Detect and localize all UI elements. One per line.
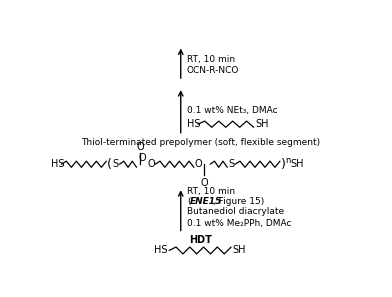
- Text: OCN-R-NCO: OCN-R-NCO: [187, 66, 240, 75]
- Text: HS: HS: [51, 159, 64, 169]
- Text: SH: SH: [255, 119, 269, 129]
- Text: SH: SH: [233, 245, 246, 255]
- Text: HS: HS: [187, 119, 200, 129]
- Text: O: O: [147, 159, 155, 169]
- Text: RT, 10 min: RT, 10 min: [187, 187, 235, 196]
- Text: HS: HS: [154, 245, 167, 255]
- Text: O: O: [138, 154, 146, 163]
- Text: HDT: HDT: [189, 235, 212, 245]
- Text: , Figure 15): , Figure 15): [212, 198, 264, 206]
- Text: O: O: [195, 159, 202, 169]
- Text: (: (: [107, 158, 112, 171]
- Text: 0.1 wt% Me₂PPh, DMAc: 0.1 wt% Me₂PPh, DMAc: [187, 219, 291, 228]
- Text: (: (: [187, 198, 191, 206]
- Text: n: n: [285, 156, 291, 165]
- Text: O: O: [201, 178, 209, 188]
- Text: Thiol-terminated prepolymer (soft, flexible segment): Thiol-terminated prepolymer (soft, flexi…: [81, 138, 321, 147]
- Text: ENE15: ENE15: [190, 198, 222, 206]
- Text: O: O: [136, 142, 144, 152]
- Text: RT, 10 min: RT, 10 min: [187, 55, 235, 64]
- Text: 0.1 wt% NEt₃, DMAc: 0.1 wt% NEt₃, DMAc: [187, 106, 278, 115]
- Text: S: S: [228, 159, 234, 169]
- Text: ): ): [281, 158, 286, 171]
- Text: SH: SH: [291, 159, 304, 169]
- Text: Butanediol diacrylate: Butanediol diacrylate: [187, 208, 284, 217]
- Text: S: S: [113, 159, 119, 169]
